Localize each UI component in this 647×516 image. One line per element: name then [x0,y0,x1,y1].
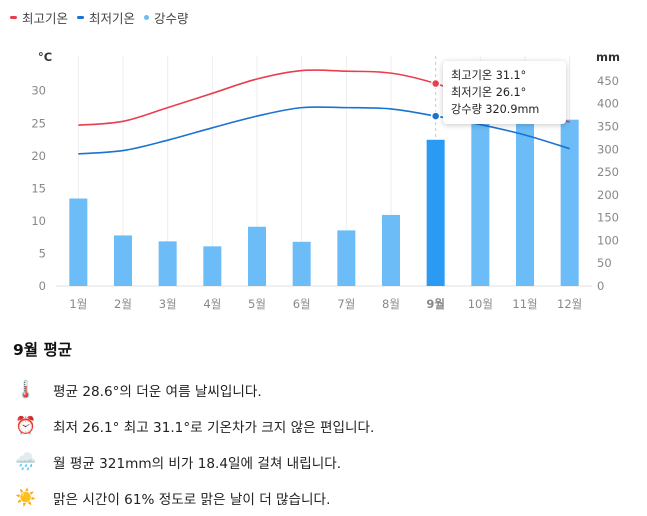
y-left-tick-label: 25 [31,116,46,130]
summary-text-sunshine: 맑은 시간이 61% 정도로 맑은 날이 더 많습니다. [53,492,331,508]
precipitation-bar[interactable] [248,226,266,286]
y-left-tick-label: 20 [31,149,46,163]
y-left-tick-label: 5 [39,246,46,260]
y-right-tick-label: 300 [597,142,619,156]
x-tick-label: 4월 [203,297,221,311]
x-tick-label: 2월 [114,297,132,311]
summary-text-temperature: 평균 28.6°의 더운 여름 날씨입니다. [53,384,262,400]
summary-text-rain: 월 평균 321mm의 비가 18.4일에 걸쳐 내립니다. [53,456,342,472]
min-temp-line [78,106,570,155]
y-right-tick-label: 100 [597,233,619,247]
y-right-tick-label: 0 [597,279,604,293]
precipitation-bar[interactable] [69,198,88,286]
y-left-tick-label: 0 [39,279,46,293]
legend-item-max-temp[interactable]: 최고기온 [10,8,68,27]
max-temp-point[interactable] [430,78,441,89]
precipitation-bar[interactable] [426,139,445,286]
precipitation-bar[interactable] [516,112,534,286]
summary-row-sunshine: ☀️ 맑은 시간이 61% 정도로 맑은 날이 더 많습니다. [13,480,633,516]
legend-swatch-max-temp [10,16,17,19]
x-tick-label: 5월 [248,297,266,311]
x-tick-label: 1월 [69,297,87,311]
axis-labels: 0510152025300501001502002503003504004501… [31,74,619,311]
precipitation-bar[interactable] [471,112,490,286]
x-tick-label: 10월 [468,297,493,311]
y-left-tick-label: 10 [31,214,46,228]
chart-tooltip: 최고기온 31.1° 최저기온 26.1° 강수량 320.9mm [443,61,566,124]
x-tick-label: 11월 [512,297,537,311]
y-left-tick-label: 15 [31,181,46,195]
x-tick-label: 6월 [293,297,311,311]
legend-item-min-temp[interactable]: 최저기온 [77,8,135,27]
precipitation-bar[interactable] [203,246,222,286]
precipitation-bar[interactable] [158,241,177,286]
legend-label-min-temp: 최저기온 [89,11,136,26]
x-tick-label: 7월 [337,297,355,311]
y-right-tick-label: 50 [597,256,612,270]
legend-item-precipitation[interactable]: 강수량 [144,8,189,27]
precipitation-bar[interactable] [292,241,311,286]
x-tick-label: 8월 [382,297,400,311]
thermometer-icon: 🌡️ [15,380,37,400]
y-left-unit-label: °C [38,50,52,64]
climate-chart: °C mm 0510152025300501001502002503003504… [31,50,620,311]
rain-cloud-icon: 🌧️ [15,452,37,472]
y-right-unit-label: mm [596,50,620,64]
summary-row-temp-range: ⏰ 최저 26.1° 최고 31.1°로 기온차가 크지 않은 편입니다. [13,408,633,444]
precipitation-bar[interactable] [382,214,400,286]
x-tick-label: 9월 [426,297,445,311]
y-right-tick-label: 250 [597,165,619,179]
x-tick-label: 3월 [159,297,177,311]
summary-text-temp-range: 최저 26.1° 최고 31.1°로 기온차가 크지 않은 편입니다. [53,420,375,436]
summary-row-temperature: 🌡️ 평균 28.6°의 더운 여름 날씨입니다. [13,372,633,408]
legend-label-max-temp: 최고기온 [22,11,69,26]
precipitation-bars [69,112,579,287]
legend-swatch-precipitation [144,15,150,20]
y-right-tick-label: 350 [597,120,619,134]
monthly-summary: 9월 평균 🌡️ 평균 28.6°의 더운 여름 날씨입니다. ⏰ 최저 26.… [13,338,633,516]
tooltip-max-temp: 최고기온 31.1° [451,69,527,82]
y-left-tick-label: 30 [31,84,46,98]
alarm-clock-icon: ⏰ [15,416,37,436]
summary-row-rain: 🌧️ 월 평균 321mm의 비가 18.4일에 걸쳐 내립니다. [13,444,633,480]
y-right-tick-label: 450 [597,74,619,88]
x-tick-label: 12월 [557,297,582,311]
y-right-tick-label: 150 [597,211,619,225]
legend-label-precipitation: 강수량 [154,11,189,26]
y-right-tick-label: 200 [597,188,619,202]
tooltip-precipitation: 강수량 320.9mm [451,103,540,116]
min-temp-point[interactable] [430,111,441,121]
chart-legend: 최고기온 최저기온 강수량 [10,8,198,27]
tooltip-min-temp: 최저기온 26.1° [451,86,527,99]
summary-title: 9월 평균 [13,341,72,359]
sun-icon: ☀️ [15,488,37,508]
precipitation-bar[interactable] [337,230,356,286]
precipitation-bar[interactable] [560,119,579,287]
precipitation-bar[interactable] [114,235,132,286]
y-right-tick-label: 400 [597,97,619,111]
legend-swatch-min-temp [77,16,85,19]
